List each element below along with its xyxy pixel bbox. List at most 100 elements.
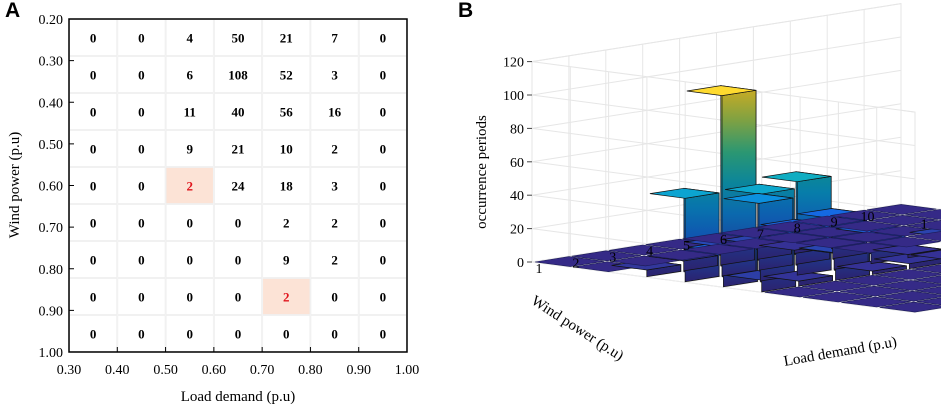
- heatmap-cell-label: 0: [90, 179, 97, 194]
- heatmap-cell-label: 3: [331, 179, 338, 194]
- heatmap-cell-label: 0: [380, 290, 387, 305]
- y-tick-label: 0.20: [39, 13, 64, 28]
- floor-gridline: [876, 296, 941, 308]
- panel-b-label: B: [458, 0, 474, 22]
- x-tick-label: 0.60: [202, 363, 227, 378]
- load-axis-label: Load demand (p.u): [783, 334, 899, 370]
- heatmap-cell-label: 0: [380, 179, 387, 194]
- heatmap-cell: [310, 241, 359, 278]
- bar-base: [908, 231, 941, 242]
- heatmap-cell-label: 0: [90, 290, 97, 305]
- bar-top-face: [725, 183, 795, 195]
- heatmap-cell-label: 0: [380, 253, 387, 268]
- bar-top-face: [763, 270, 833, 282]
- floor-gridline: [864, 209, 941, 221]
- bar-base: [832, 231, 903, 243]
- heatmap-cell-label: 2: [186, 179, 193, 194]
- z-axis-label: occurrence periods: [474, 115, 490, 229]
- heatmap-cell-label: 9: [186, 142, 193, 157]
- bar-base: [534, 256, 605, 267]
- heatmap-cell-label: 0: [380, 327, 387, 342]
- bar-base: [916, 297, 941, 306]
- heatmap-cell-label: 2: [283, 290, 290, 305]
- heatmap-cell-label: 0: [235, 253, 242, 268]
- heatmap-cell-label: 0: [138, 290, 145, 305]
- heatmap-cell-label: 2: [283, 216, 290, 231]
- heatmap-cell-label: 0: [380, 216, 387, 231]
- bar3d-bar: [686, 85, 757, 277]
- y-tick-label: 0.60: [39, 180, 64, 195]
- heatmap-cell: [69, 241, 118, 278]
- bar-base: [608, 244, 679, 256]
- heatmap-cell: [165, 56, 214, 93]
- bar-base: [867, 204, 937, 215]
- y-tick-label: 0.50: [39, 138, 64, 153]
- heatmap-cell-label: 7: [331, 31, 338, 46]
- heatmap-cell-label: 56: [280, 105, 294, 120]
- floor-gridline: [838, 285, 941, 303]
- wind-tick-label: 9: [831, 216, 838, 231]
- heatmap-cell-label: 3: [331, 68, 338, 83]
- z-tick-label: 80: [510, 122, 524, 137]
- heatmap-cell-label: 0: [138, 179, 145, 194]
- heatmap-cell: [310, 56, 359, 93]
- y-tick-label: 1.00: [39, 346, 64, 361]
- heatmap-cell-label: 0: [138, 253, 145, 268]
- heatmap-cell: [117, 315, 166, 352]
- heatmap-cell-label: 0: [138, 216, 145, 231]
- heatmap-cell: [310, 315, 359, 352]
- x-tick-label: 0.90: [346, 363, 371, 378]
- heatmap-cell-label: 0: [138, 68, 145, 83]
- floor-gridline: [800, 274, 941, 298]
- heatmap-cell-label: 0: [138, 142, 145, 157]
- bar-base: [831, 220, 901, 232]
- heatmap-cell: [213, 241, 263, 278]
- x-tick-label: 0.30: [57, 363, 82, 378]
- heatmap-cell-label: 0: [90, 31, 97, 46]
- wind-axis-label: Wind power (p.u): [528, 293, 626, 364]
- heatmap-cell-label: 0: [380, 68, 387, 83]
- heatmap-cell-label: 0: [283, 327, 290, 342]
- heatmap-cell-label: 2: [331, 253, 338, 268]
- heatmap-cell: [358, 130, 407, 167]
- heatmap-cell-label: 0: [90, 105, 97, 120]
- heatmap-cell-label: 0: [186, 253, 193, 268]
- x-tick-label: 0.40: [105, 363, 130, 378]
- heatmap-cell-label: 0: [138, 31, 145, 46]
- heatmap-cell: [262, 278, 311, 315]
- heatmap-cell: [165, 241, 214, 278]
- bar-top-face: [649, 187, 720, 199]
- bar-base: [830, 209, 900, 221]
- bar-top-face: [686, 85, 757, 96]
- heatmap-cell-label: 0: [235, 290, 242, 305]
- heatmap-cell: [358, 204, 407, 241]
- y-tick-label: 0.90: [39, 304, 64, 319]
- heatmap-cell-label: 0: [380, 105, 387, 120]
- wind-tick-label: 1: [535, 262, 542, 277]
- heatmap-cell: [310, 130, 359, 167]
- heatmap-cell-label: 0: [138, 327, 145, 342]
- heatmap-cell-label: 0: [331, 327, 338, 342]
- heatmap-cell: [213, 130, 263, 167]
- wind-tick-label: 8: [794, 222, 801, 237]
- heatmap-cell: [213, 278, 263, 315]
- heatmap-cell-label: 4: [186, 31, 193, 46]
- heatmap-cell: [69, 56, 118, 93]
- wind-tick-label: 10: [861, 210, 875, 225]
- heatmap-cell-label: 24: [232, 179, 246, 194]
- heatmap-cell: [117, 204, 166, 241]
- heatmap-cell-label: 0: [186, 327, 193, 342]
- bar-base: [912, 264, 941, 274]
- bar-base: [876, 280, 941, 291]
- z-tick-label: 40: [510, 189, 524, 204]
- heatmap-cell: [213, 204, 263, 241]
- heatmap-cell: [165, 93, 214, 130]
- heatmap-cell: [165, 315, 214, 352]
- heatmap-cell: [165, 278, 214, 315]
- heatmap-cell: [165, 19, 214, 56]
- bar-top-face: [910, 249, 941, 260]
- load-tick-label: 1: [921, 218, 928, 233]
- y-tick-label: 0.70: [39, 221, 64, 236]
- heatmap-cell-label: 50: [232, 31, 245, 46]
